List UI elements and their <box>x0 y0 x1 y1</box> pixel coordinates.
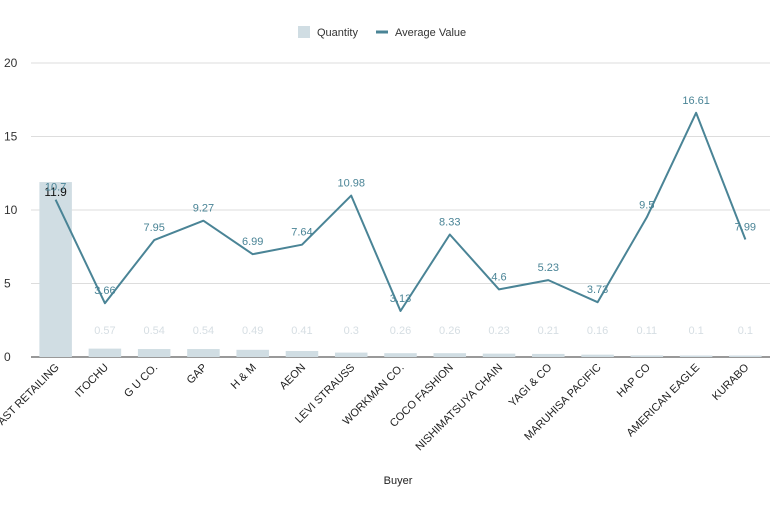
quantity-data-labels: 11.9 0.57 0.54 0.54 0.49 0.41 0.3 0.26 0.26 0.23 0… <box>44 185 753 337</box>
x-axis-category-labels: AST RETAILING ITOCHU G U CO. GAP H & M AEONLE… <box>0 361 752 453</box>
quantity-data-label: 0.3 <box>344 325 359 337</box>
quantity-data-label: 0.1 <box>688 325 703 337</box>
quantity-data-label: 0.11 <box>637 325 658 337</box>
quantity-bar <box>236 349 269 357</box>
y-tick-label: 20 <box>4 56 18 70</box>
gridlines <box>31 62 770 358</box>
x-category-label: H & M <box>229 362 259 392</box>
average-value-data-label: 10.7 <box>45 182 66 194</box>
average-value-data-labels: 10.7 3.66 7.95 9.27 6.99 7.64 10.98 3.13 8.33 4.6… <box>45 95 756 305</box>
average-value-data-label: 7.99 <box>735 222 756 234</box>
average-value-data-label: 3.73 <box>587 284 608 296</box>
quantity-data-label: 11.9 <box>44 185 67 199</box>
average-value-data-label: 3.66 <box>94 285 115 297</box>
average-value-data-label: 6.99 <box>242 236 263 248</box>
quantity-bar <box>482 353 516 357</box>
legend-label-average-value: Average Value <box>395 27 466 39</box>
quantity-bar <box>285 350 319 357</box>
quantity-bar <box>433 353 467 357</box>
average-value-data-label: 7.64 <box>291 227 312 239</box>
quantity-bar <box>581 354 614 357</box>
quantity-data-label: 0.1 <box>738 325 753 337</box>
quantity-bar <box>384 353 417 357</box>
y-tick-label: 15 <box>4 130 18 144</box>
quantity-bar <box>334 352 368 357</box>
average-value-data-label: 10.98 <box>337 178 365 190</box>
y-axis-ticks: 0 5 10 15 20 <box>4 56 18 364</box>
x-category-label: HAP CO <box>615 361 653 399</box>
quantity-data-label: 0.21 <box>538 325 559 337</box>
average-value-data-label: 8.33 <box>439 217 460 229</box>
bar-series <box>39 182 762 357</box>
quantity-bar <box>137 349 171 357</box>
x-category-label: G U CO. <box>122 362 160 400</box>
quantity-data-label: 0.26 <box>439 325 460 337</box>
quantity-bar <box>630 355 664 357</box>
x-category-label: NISHIMATSUYA CHAIN <box>414 362 506 454</box>
x-category-label: ITOCHU <box>73 362 111 400</box>
average-value-data-label: 5.23 <box>538 262 559 274</box>
x-category-label: GAP <box>185 362 210 387</box>
x-category-label: AEON <box>278 362 309 393</box>
x-category-label: YAGI & CO <box>507 361 555 409</box>
x-axis-title: Buyer <box>384 475 413 487</box>
quantity-data-label: 0.49 <box>242 325 263 337</box>
quantity-bar <box>39 182 72 357</box>
x-category-label: KURABO <box>710 361 752 403</box>
x-category-label: AST RETAILING <box>0 362 62 428</box>
quantity-data-label: 0.41 <box>291 325 312 337</box>
quantity-data-label: 0.23 <box>488 325 509 337</box>
legend-swatch-quantity <box>298 26 310 38</box>
average-value-data-label: 9.5 <box>639 199 654 211</box>
average-value-data-label: 9.27 <box>193 203 214 215</box>
quantity-data-label: 0.16 <box>587 325 608 337</box>
quantity-data-label: 0.57 <box>94 325 115 337</box>
quantity-bar <box>729 355 762 357</box>
legend: Quantity Average Value <box>298 26 466 39</box>
average-value-data-label: 4.6 <box>491 271 506 283</box>
y-tick-label: 0 <box>4 350 11 364</box>
legend-label-quantity: Quantity <box>317 27 358 39</box>
y-tick-label: 10 <box>4 203 18 217</box>
quantity-bar <box>532 353 565 357</box>
line-series <box>54 111 747 312</box>
quantity-bar <box>88 348 122 357</box>
quantity-bar <box>679 355 713 357</box>
quantity-data-label: 0.54 <box>143 325 164 337</box>
average-value-data-label: 3.13 <box>390 293 411 305</box>
average-value-data-label: 16.61 <box>682 95 710 107</box>
quantity-data-label: 0.54 <box>193 325 214 337</box>
average-value-data-label: 7.95 <box>143 222 164 234</box>
quantity-data-label: 0.26 <box>390 325 411 337</box>
quantity-bar <box>187 349 220 357</box>
y-tick-label: 5 <box>4 277 11 291</box>
average-value-line <box>54 111 747 312</box>
